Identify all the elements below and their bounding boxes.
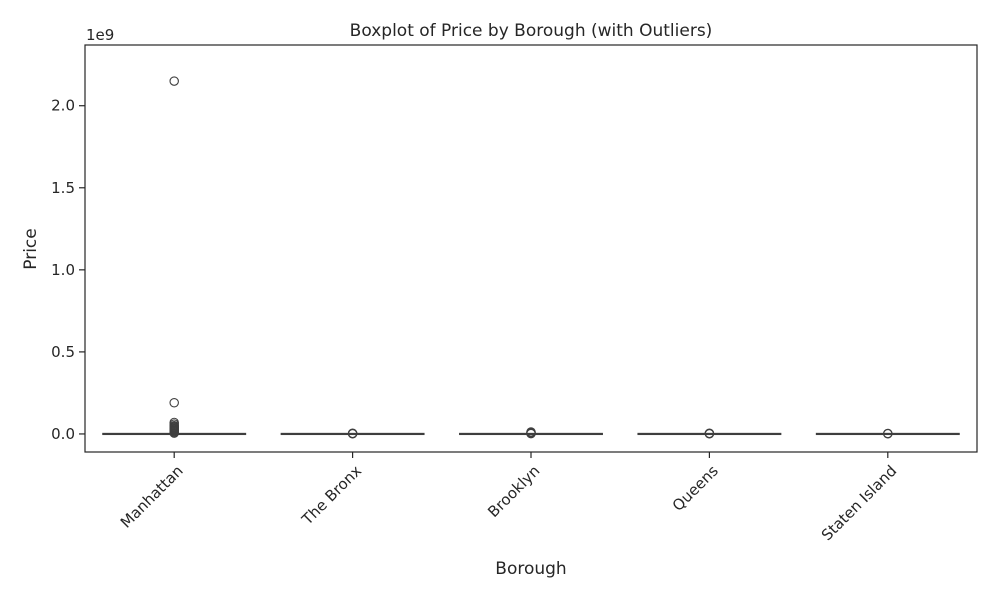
- y-tick-label: 2.0: [51, 97, 75, 115]
- x-tick-label: Brooklyn: [484, 462, 543, 521]
- outlier-point: [169, 428, 179, 438]
- box-queens: [637, 428, 782, 439]
- outlier-point: [704, 429, 715, 439]
- y-axis: 0.0 0.5 1.0 1.5 2.0: [51, 97, 85, 443]
- outlier-point: [347, 429, 358, 439]
- box-the-bronx: [280, 428, 425, 439]
- x-tick-label: Staten Island: [818, 462, 900, 544]
- outlier-point: [883, 429, 893, 439]
- box-staten-island: [815, 428, 960, 439]
- y-axis-offset-label: 1e9: [86, 26, 114, 44]
- y-tick-label: 1.0: [51, 261, 75, 279]
- chart-title: Boxplot of Price by Borough (with Outlie…: [350, 21, 713, 41]
- x-axis: Manhattan The Bronx Brooklyn Queens Staten I…: [117, 452, 900, 544]
- y-tick-label: 1.5: [51, 179, 75, 197]
- outlier-point: [169, 76, 179, 86]
- box-brooklyn: [459, 427, 603, 439]
- x-axis-label: Borough: [495, 559, 566, 579]
- x-tick-label: The Bronx: [298, 462, 366, 530]
- x-tick-label: Queens: [669, 462, 722, 515]
- outlier-point: [169, 398, 179, 408]
- y-axis-label: Price: [21, 228, 41, 269]
- boxplot-series: [102, 76, 960, 439]
- x-tick-label: Manhattan: [117, 462, 187, 532]
- y-tick-label: 0.0: [51, 425, 75, 443]
- y-tick-label: 0.5: [51, 343, 75, 361]
- outlier-point: [526, 428, 536, 439]
- plot-frame: [84, 44, 978, 453]
- box-manhattan: [102, 76, 247, 438]
